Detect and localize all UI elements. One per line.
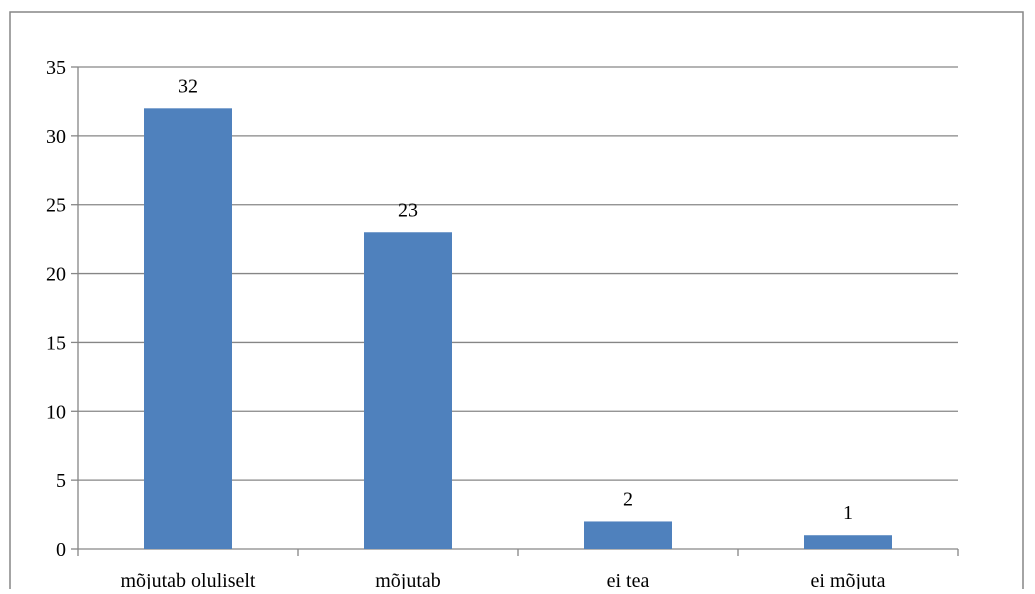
y-tick-label: 5 [56, 470, 66, 492]
bar [364, 232, 452, 549]
x-category-label: ei tea [607, 570, 650, 589]
data-label: 32 [178, 75, 198, 97]
y-tick-label: 15 [46, 332, 66, 354]
bar [144, 108, 232, 550]
y-tick-label: 20 [46, 264, 66, 286]
y-tick-label: 35 [46, 57, 66, 79]
x-category-label: mõjutab [375, 570, 441, 589]
bar [584, 521, 672, 549]
x-category-label: ei mõjuta [811, 570, 886, 589]
labels: 0 5 10 15 20 25 30 35 32 mõjutab oluliselt 23 mõjut… [46, 57, 886, 592]
data-label: 1 [843, 502, 853, 524]
x-category-label: mõjutab oluliselt [121, 570, 256, 589]
y-tick-label: 30 [46, 126, 66, 148]
y-tick-label: 10 [46, 401, 66, 423]
bar [804, 535, 892, 549]
bars [144, 108, 892, 550]
data-label: 2 [623, 488, 633, 510]
y-tick-label: 25 [46, 195, 66, 217]
y-tick-label: 0 [56, 539, 66, 561]
data-label: 23 [398, 199, 418, 221]
